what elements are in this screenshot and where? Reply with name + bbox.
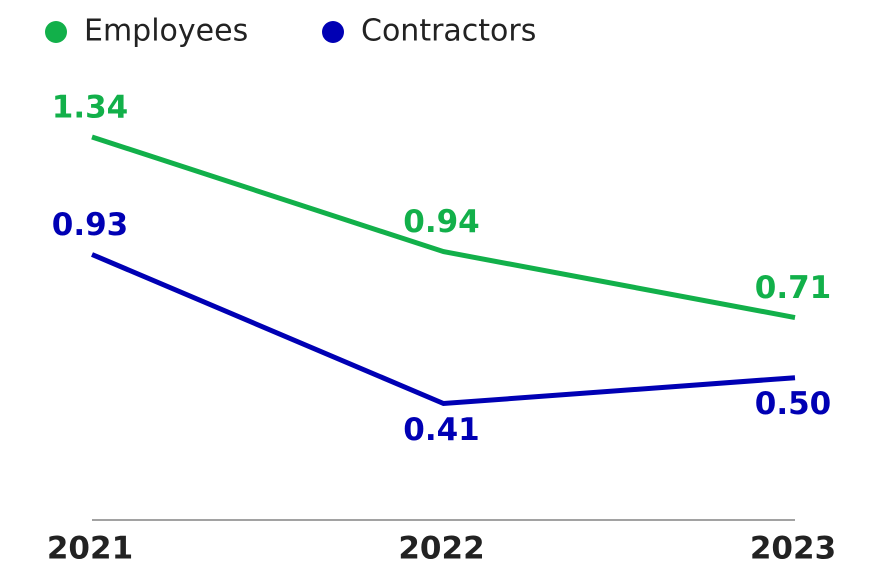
legend-label: Contractors: [361, 14, 536, 49]
x-tick-label: 2021: [47, 531, 133, 567]
x-tick-label: 2022: [398, 531, 484, 567]
legend-swatch: [322, 21, 344, 43]
legend-label: Employees: [84, 14, 248, 49]
data-label: 0.93: [52, 207, 129, 243]
data-label: 0.41: [403, 412, 480, 448]
data-label: 0.50: [755, 386, 832, 422]
series-line: [91, 252, 796, 407]
legend-swatch: [45, 21, 67, 43]
x-tick-label: 2023: [750, 531, 836, 567]
data-label: 0.71: [755, 270, 832, 306]
data-label: 1.34: [52, 90, 129, 126]
series-line: [91, 134, 796, 320]
data-label: 0.94: [403, 204, 480, 240]
